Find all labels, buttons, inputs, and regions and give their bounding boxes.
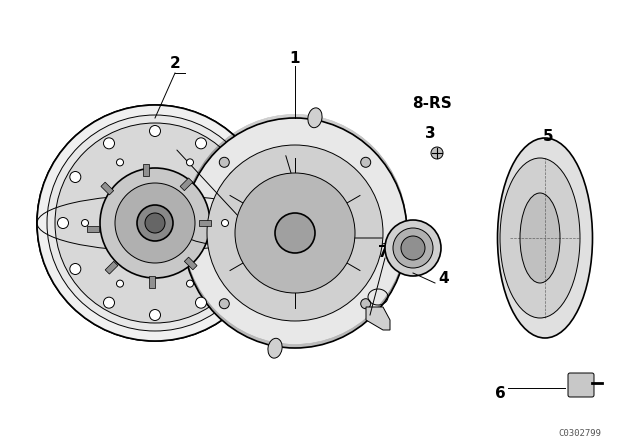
Circle shape — [70, 263, 81, 275]
Circle shape — [393, 228, 433, 268]
Ellipse shape — [308, 108, 322, 128]
Bar — [87, 226, 99, 232]
Ellipse shape — [183, 118, 407, 348]
Text: 4: 4 — [438, 271, 449, 285]
Circle shape — [116, 159, 124, 166]
Ellipse shape — [520, 193, 560, 283]
Circle shape — [195, 138, 207, 149]
Text: 1: 1 — [290, 51, 300, 65]
Circle shape — [431, 147, 443, 159]
Bar — [101, 182, 114, 195]
Circle shape — [186, 280, 193, 287]
Circle shape — [241, 217, 253, 228]
Circle shape — [47, 115, 263, 331]
Circle shape — [401, 236, 425, 260]
Circle shape — [116, 280, 124, 287]
Circle shape — [81, 220, 88, 227]
FancyBboxPatch shape — [393, 228, 433, 260]
Ellipse shape — [37, 105, 273, 341]
Circle shape — [221, 220, 228, 227]
Bar — [180, 178, 193, 191]
Bar — [184, 257, 197, 270]
Circle shape — [115, 183, 195, 263]
Circle shape — [220, 157, 229, 167]
Bar — [143, 164, 149, 176]
Circle shape — [220, 299, 229, 309]
Bar — [149, 276, 155, 288]
Circle shape — [104, 297, 115, 308]
Circle shape — [150, 310, 161, 320]
Circle shape — [104, 138, 115, 149]
Circle shape — [186, 159, 193, 166]
Circle shape — [55, 123, 255, 323]
Circle shape — [137, 205, 173, 241]
Bar — [199, 220, 211, 226]
Ellipse shape — [172, 206, 191, 220]
Circle shape — [195, 297, 207, 308]
Text: C0302799: C0302799 — [559, 428, 602, 438]
Text: 2: 2 — [170, 56, 180, 70]
Circle shape — [37, 105, 273, 341]
Text: 7: 7 — [378, 245, 388, 259]
Circle shape — [145, 213, 165, 233]
Circle shape — [229, 263, 240, 275]
Circle shape — [150, 125, 161, 137]
FancyBboxPatch shape — [568, 373, 594, 397]
Ellipse shape — [500, 158, 580, 318]
Circle shape — [235, 173, 355, 293]
Bar — [105, 261, 118, 274]
Text: 6: 6 — [495, 385, 506, 401]
Text: 5: 5 — [543, 129, 554, 143]
Circle shape — [207, 145, 383, 321]
Polygon shape — [366, 307, 390, 330]
Text: 3: 3 — [425, 125, 435, 141]
Text: 8-RS: 8-RS — [412, 95, 452, 111]
Circle shape — [58, 217, 68, 228]
Ellipse shape — [497, 138, 593, 338]
Circle shape — [229, 172, 240, 182]
Circle shape — [361, 157, 371, 167]
Ellipse shape — [268, 338, 282, 358]
Circle shape — [70, 172, 81, 182]
Circle shape — [361, 299, 371, 309]
Circle shape — [100, 168, 210, 278]
Circle shape — [275, 213, 315, 253]
Ellipse shape — [398, 246, 418, 260]
Circle shape — [385, 220, 441, 276]
